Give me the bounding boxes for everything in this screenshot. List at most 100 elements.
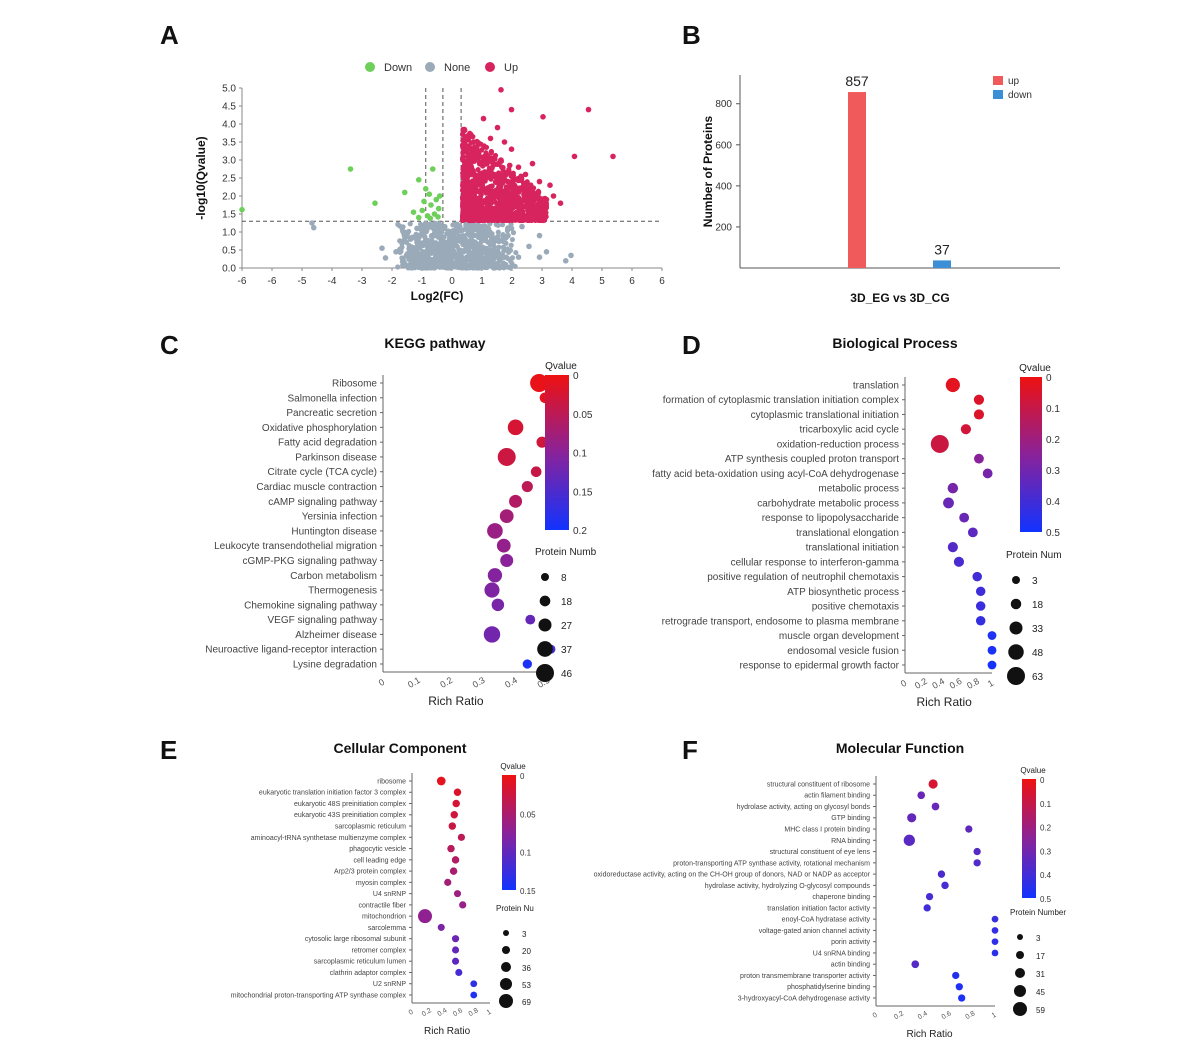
point-none bbox=[424, 262, 430, 268]
point-none bbox=[443, 239, 449, 246]
y-axis-title: -log10(Qvalue) bbox=[194, 136, 208, 219]
bubble-point bbox=[991, 915, 999, 923]
category-label: 3-hydroxyacyl-CoA dehydrogenase activity bbox=[738, 995, 871, 1002]
legend-marker-none bbox=[425, 62, 435, 72]
x-tick-label: 3 bbox=[539, 276, 545, 287]
point-none bbox=[481, 250, 488, 256]
colorbar bbox=[1022, 779, 1036, 898]
point-none bbox=[507, 247, 514, 253]
point-none bbox=[447, 229, 453, 235]
point-none bbox=[496, 238, 502, 244]
category-label: phosphatidylserine binding bbox=[787, 984, 870, 991]
point-none bbox=[422, 250, 429, 256]
point-none bbox=[504, 226, 511, 232]
point-none bbox=[402, 262, 408, 269]
y-tick-label: 1.0 bbox=[222, 228, 236, 239]
panel-label-c: C bbox=[160, 330, 179, 360]
point-none bbox=[437, 224, 443, 230]
point-none bbox=[491, 244, 498, 250]
point-none bbox=[447, 257, 453, 263]
y-tick-label: 4.5 bbox=[222, 102, 236, 113]
category-label: hydrolase activity, hydrolyzing O-glycos… bbox=[705, 883, 871, 890]
category-label: U4 snRNA binding bbox=[813, 950, 870, 957]
bubble-point bbox=[917, 791, 926, 800]
legend-marker-up bbox=[485, 62, 495, 72]
x-tick-label: 6 bbox=[659, 276, 665, 287]
point-none bbox=[415, 234, 421, 241]
size-legend-label: 17 bbox=[1036, 952, 1045, 961]
bubble-point bbox=[907, 813, 917, 823]
x-tick-label: -1 bbox=[418, 276, 427, 287]
point-none bbox=[474, 222, 481, 228]
panel-label-b: B bbox=[682, 20, 701, 50]
point-none bbox=[422, 238, 428, 244]
point-none bbox=[430, 264, 436, 270]
category-label: oxidoreductase activity, acting on the C… bbox=[594, 872, 871, 879]
bubble-point bbox=[991, 927, 999, 934]
point-none bbox=[497, 256, 504, 263]
point-none bbox=[455, 237, 461, 244]
panel-label-f: F bbox=[682, 735, 698, 765]
size-legend-label: 59 bbox=[1036, 1006, 1045, 1015]
category-label: RNA binding bbox=[831, 838, 870, 845]
point-none bbox=[454, 264, 461, 270]
point-none bbox=[512, 263, 518, 269]
point-none bbox=[430, 233, 436, 239]
y-tick-label: 5.0 bbox=[222, 84, 236, 95]
category-label: hydrolase activity, acting on glycosyl b… bbox=[737, 804, 871, 811]
point-none bbox=[408, 245, 414, 251]
point-none bbox=[500, 244, 506, 250]
bubble-point bbox=[925, 892, 934, 901]
panel-label-a: A bbox=[160, 20, 179, 50]
colorbar-tick-label: 0 bbox=[1040, 776, 1045, 785]
x-tick-label: -5 bbox=[298, 276, 307, 287]
category-label: structural constituent of eye lens bbox=[770, 849, 871, 856]
bubble-point bbox=[941, 881, 949, 890]
point-none bbox=[399, 255, 405, 261]
point-none bbox=[496, 244, 502, 250]
bubble-point bbox=[991, 949, 999, 957]
point-none bbox=[458, 228, 464, 234]
x-tick-label: 1 bbox=[991, 1012, 998, 1020]
point-none bbox=[474, 227, 480, 233]
point-none bbox=[395, 264, 401, 270]
point-none bbox=[481, 255, 488, 262]
category-label: enoyl-CoA hydratase activity bbox=[782, 917, 871, 924]
bubble-point bbox=[903, 834, 915, 846]
point-none bbox=[479, 230, 485, 236]
point-none bbox=[474, 246, 480, 252]
x-tick-label: 6 bbox=[629, 276, 635, 287]
colorbar-tick-label: 0.4 bbox=[1040, 871, 1052, 880]
point-none bbox=[450, 222, 456, 228]
point-none bbox=[457, 223, 463, 229]
point-none bbox=[411, 265, 417, 271]
bubble-point bbox=[958, 994, 966, 1002]
category-label: porin activity bbox=[831, 939, 870, 946]
colorbar-tick-label: 0.3 bbox=[1040, 847, 1052, 856]
point-none bbox=[434, 247, 440, 254]
y-tick-label: 0.5 bbox=[222, 246, 236, 257]
point-none bbox=[399, 245, 405, 251]
point-none bbox=[499, 222, 506, 228]
volcano-plot: Down None Up 0.0 0.5 1.0 1.5 2.0 2.5 3.0 3.5 4.0 4.5… bbox=[194, 62, 665, 303]
x-tick-label: 4 bbox=[569, 276, 575, 287]
point-none bbox=[417, 221, 424, 227]
point-none bbox=[487, 252, 493, 258]
point-none bbox=[423, 228, 429, 235]
x-tick-label: -6 bbox=[238, 276, 247, 287]
bubble-point bbox=[973, 847, 981, 856]
legend-label-down: Down bbox=[384, 62, 412, 74]
bubble-point bbox=[991, 938, 999, 946]
y-tick-label: 2.5 bbox=[222, 174, 236, 185]
point-none bbox=[434, 243, 440, 249]
point-none bbox=[501, 248, 507, 254]
point-none bbox=[467, 233, 473, 239]
point-none bbox=[397, 249, 403, 255]
point-none bbox=[510, 230, 517, 236]
bubble-point bbox=[937, 870, 946, 878]
y-tick-label: 4.0 bbox=[222, 120, 236, 131]
point-none bbox=[470, 265, 476, 271]
category-label: translation initiation factor activity bbox=[767, 905, 870, 912]
size-legend-marker bbox=[1014, 985, 1026, 997]
